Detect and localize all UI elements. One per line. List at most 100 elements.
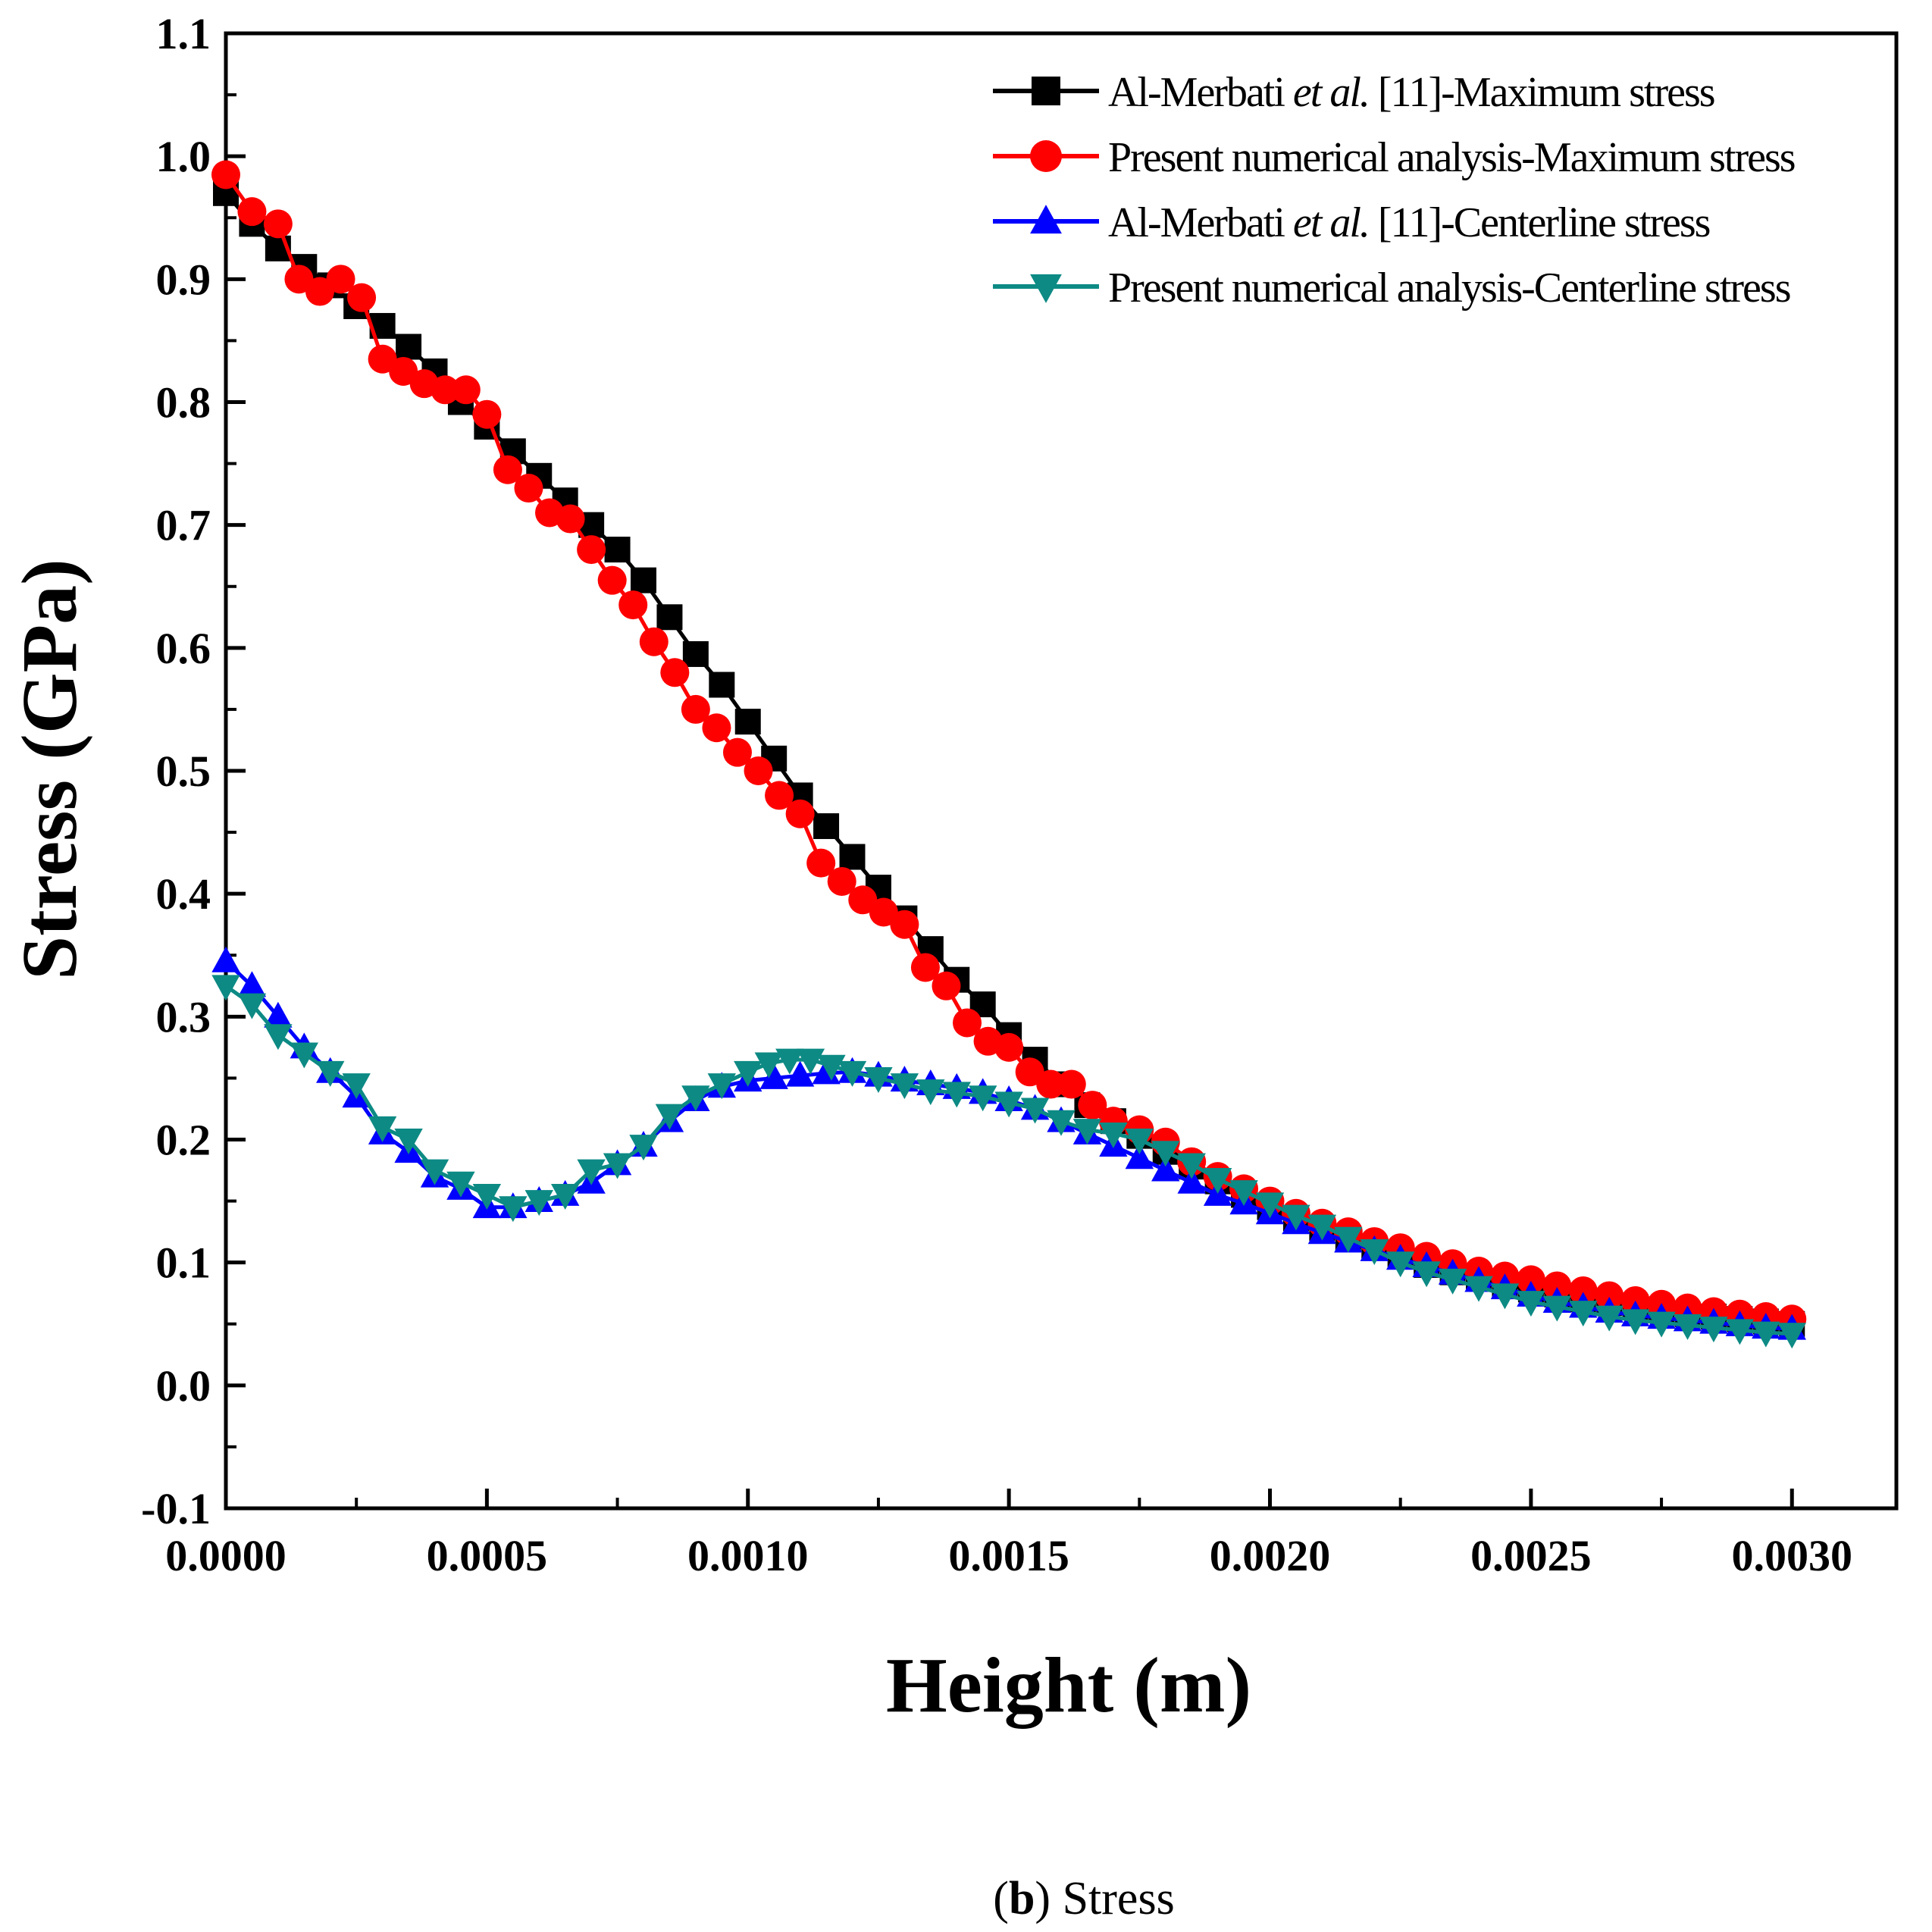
circle-marker xyxy=(451,375,481,405)
circle-marker xyxy=(1568,1276,1598,1305)
circle-marker xyxy=(827,866,856,896)
x-tick-label: 0.0000 xyxy=(165,1531,287,1580)
y-tick-label: 0.1 xyxy=(156,1238,211,1288)
circle-marker xyxy=(910,953,940,982)
legend-label: Present numerical analysis-Centerline st… xyxy=(1108,265,1790,312)
circle-marker xyxy=(597,565,627,595)
y-tick-label: 1.0 xyxy=(156,132,211,181)
triangle-down-marker xyxy=(1020,1098,1050,1124)
figure-caption: (b) Stress xyxy=(993,1873,1174,1924)
circle-marker xyxy=(681,694,710,724)
y-tick-label: -0.1 xyxy=(141,1484,211,1533)
y-tick-label: 0.2 xyxy=(156,1116,211,1165)
triangle-down-marker xyxy=(1777,1323,1806,1349)
legend-label: Al-Merbati et al. [11]-Centerline stress xyxy=(1108,199,1710,246)
triangle-down-marker xyxy=(968,1085,997,1112)
circle-marker xyxy=(1057,1069,1086,1099)
y-tick-label: 1.1 xyxy=(156,9,211,58)
triangle-down-marker xyxy=(420,1159,449,1185)
caption-letter: b xyxy=(1009,1873,1035,1924)
legend-label-part: et al. xyxy=(1293,199,1369,246)
square-marker xyxy=(839,844,866,870)
circle-marker xyxy=(890,910,919,939)
circle-marker xyxy=(237,197,267,227)
legend: Al-Merbati et al. [11]-Maximum stress Pre… xyxy=(993,69,1796,312)
circle-marker xyxy=(994,1032,1024,1062)
triangle-down-marker xyxy=(1125,1129,1154,1155)
circle-marker xyxy=(389,356,418,386)
triangle-down-marker xyxy=(1464,1276,1493,1302)
circle-marker xyxy=(806,848,836,878)
triangle-down-marker xyxy=(1673,1314,1702,1340)
triangle-down-marker xyxy=(1334,1226,1363,1253)
triangle-down-marker xyxy=(1412,1261,1441,1288)
x-axis-title: Height (m) xyxy=(886,1642,1251,1729)
triangle-down-marker xyxy=(916,1079,945,1106)
triangle-up-marker xyxy=(785,1060,815,1087)
series-4 xyxy=(211,975,1806,1349)
circle-marker xyxy=(1030,140,1062,172)
y-tick-label: 0.8 xyxy=(156,378,211,427)
square-marker xyxy=(1032,77,1060,105)
y-tick-label: 0.4 xyxy=(156,869,211,919)
triangle-down-marker xyxy=(1203,1167,1232,1194)
circle-marker xyxy=(1078,1091,1107,1120)
circle-marker xyxy=(493,455,522,484)
circle-marker xyxy=(702,713,731,743)
triangle-down-marker xyxy=(237,993,267,1019)
caption-text: Stress xyxy=(1063,1873,1175,1924)
x-tick-label: 0.0015 xyxy=(948,1531,1069,1580)
triangle-down-marker xyxy=(524,1190,553,1217)
circle-marker xyxy=(431,375,460,405)
series-layer xyxy=(211,160,1807,1349)
triangle-down-marker xyxy=(681,1085,710,1112)
triangle-down-marker xyxy=(1517,1291,1545,1317)
circle-marker xyxy=(326,265,355,294)
triangle-down-marker xyxy=(1386,1251,1415,1278)
circle-marker xyxy=(1516,1265,1545,1295)
triangle-down-marker xyxy=(1047,1110,1076,1136)
legend-label-part: Present numerical analysis-Maximum stres… xyxy=(1108,134,1795,181)
triangle-down-marker xyxy=(629,1135,658,1161)
x-tick-label: 0.0005 xyxy=(427,1531,548,1580)
triangle-down-marker xyxy=(1620,1309,1650,1335)
triangle-up-marker xyxy=(1125,1143,1154,1170)
circle-marker xyxy=(722,737,752,767)
x-tick-label: 0.0010 xyxy=(687,1531,809,1580)
circle-marker xyxy=(869,897,898,927)
triangle-down-marker xyxy=(1542,1295,1572,1322)
circle-marker xyxy=(1542,1271,1572,1301)
circle-marker xyxy=(1595,1281,1624,1310)
square-marker xyxy=(709,672,735,698)
triangle-down-marker xyxy=(1099,1122,1128,1148)
triangle-down-marker xyxy=(864,1066,893,1093)
triangle-up-marker xyxy=(211,946,240,972)
y-tick-label: 0.9 xyxy=(156,255,211,304)
triangle-down-marker xyxy=(1490,1283,1520,1310)
triangle-up-marker xyxy=(759,1063,788,1089)
legend-label-part: Al-Merbati xyxy=(1108,199,1293,246)
legend-label: Al-Merbati et al. [11]-Maximum stress xyxy=(1108,69,1714,116)
triangle-up-marker xyxy=(812,1058,841,1085)
circle-marker xyxy=(660,658,690,687)
legend-item: Al-Merbati et al. [11]-Maximum stress xyxy=(993,69,1716,116)
circle-marker xyxy=(211,160,240,189)
y-axis-title: Stress (GPa) xyxy=(6,559,93,980)
triangle-down-marker xyxy=(446,1171,475,1198)
x-tick-label: 0.0030 xyxy=(1732,1531,1853,1580)
circle-marker xyxy=(639,627,669,656)
triangle-down-marker xyxy=(1151,1141,1180,1167)
triangle-down-marker xyxy=(577,1159,606,1185)
circle-marker xyxy=(347,283,377,312)
triangle-down-marker xyxy=(1030,274,1062,303)
circle-marker xyxy=(785,799,815,828)
triangle-down-marker xyxy=(994,1091,1023,1118)
triangle-down-marker xyxy=(342,1073,371,1100)
triangle-down-marker xyxy=(603,1153,632,1179)
triangle-down-marker xyxy=(394,1129,423,1155)
triangle-up-marker xyxy=(237,971,267,997)
triangle-down-marker xyxy=(499,1196,528,1223)
triangle-up-marker xyxy=(264,1001,293,1028)
triangle-down-marker xyxy=(1595,1305,1624,1332)
axis-tick-labels: 0.0000 0.0005 0.0010 0.0015 0.0020 0.0025 0.00… xyxy=(141,9,1852,1580)
